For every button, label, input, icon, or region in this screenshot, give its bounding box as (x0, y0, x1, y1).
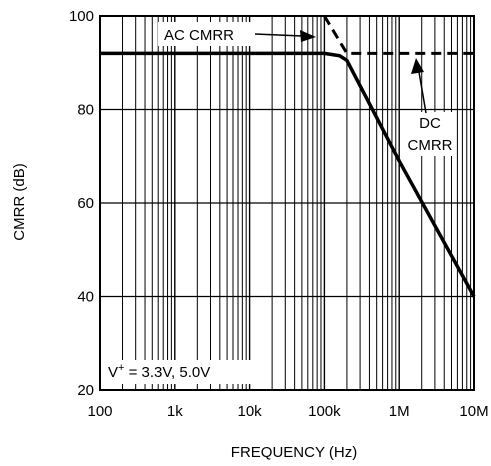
ac-cmrr-arrow-head (300, 30, 316, 42)
dc-cmrr-label-line2: CMRR (408, 137, 453, 154)
condition-prefix: V (108, 364, 118, 381)
plot-frame (99, 15, 475, 391)
condition-superscript: + (118, 362, 124, 374)
ac-label-background (158, 22, 252, 46)
series-line-dc-cmrr (323, 15, 474, 55)
dc-cmrr-arrow-line (418, 71, 427, 114)
y-tick-label: 20 (77, 382, 94, 399)
y-tick-labels: 20 40 60 80 100 (69, 8, 94, 399)
series-group (100, 15, 476, 298)
condition-suffix: = 3.3V, 5.0V (124, 364, 210, 381)
x-tick-label: 100k (308, 403, 341, 420)
ac-cmrr-label: AC CMRR (164, 27, 234, 44)
x-tick-label: 10k (238, 403, 263, 420)
x-tick-label: 10M (459, 403, 488, 420)
y-tick-label: 80 (77, 102, 94, 119)
grid (99, 15, 474, 391)
x-tick-label: 1M (389, 403, 410, 420)
x-tick-labels: 100 1k 10k 100k 1M 10M (87, 403, 488, 420)
y-axis-label: CMRR (dB) (11, 163, 28, 241)
x-axis-label: FREQUENCY (Hz) (231, 444, 357, 461)
y-tick-label: 60 (77, 195, 94, 212)
x-tick-label: 100 (87, 403, 112, 420)
dc-cmrr-arrow-head (411, 58, 424, 74)
y-tick-label: 100 (69, 8, 94, 25)
dc-label-background (404, 112, 456, 156)
condition-label-background (103, 360, 253, 384)
x-tick-label: 1k (167, 403, 183, 420)
dc-cmrr-label-line1: DC (419, 115, 441, 132)
y-tick-label: 40 (77, 289, 94, 306)
series-line-ac-cmrr (100, 51, 476, 298)
ac-cmrr-arrow-line (254, 33, 303, 37)
condition-label: V+ = 3.3V, 5.0V (108, 362, 210, 381)
